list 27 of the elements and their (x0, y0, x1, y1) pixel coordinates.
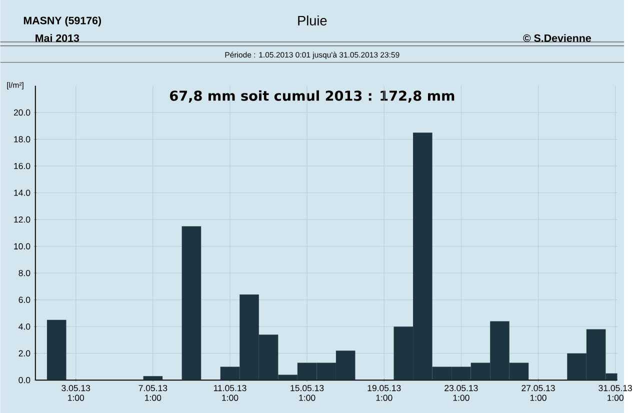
text: Mai 2013 (36, 34, 80, 42)
chart-title: Pluie (298, 15, 327, 26)
y-tick-label: 6.0 (18, 296, 30, 303)
y-tick-label: 12.0 (14, 216, 30, 223)
x-tick-label: 27.05.13 1:00 (522, 384, 555, 401)
text: © S.Devienne (523, 34, 591, 42)
annotation: 67,8 mm soit cumul 2013 : 172,8 mm (170, 90, 454, 103)
y-tick-label: 16.0 (14, 162, 30, 170)
y-tick-label: 4.0 (18, 323, 30, 330)
text: MASNY (59176) (24, 16, 102, 26)
y-tick-label: 18.0 (14, 136, 30, 142)
y-tick-label: 20.0 (14, 109, 30, 116)
y-tick-label: 8.0 (18, 270, 30, 276)
y-tick-label: 10.0 (14, 243, 30, 250)
y-tick-label: 0.0 (18, 376, 30, 384)
x-tick-label: 3.05.13 1:00 (62, 384, 90, 401)
x-tick-label: 15.05.13 1:00 (290, 384, 324, 401)
x-tick-label: 23.05.13 1:00 (444, 384, 478, 401)
bar (143, 376, 163, 380)
y-tick-label: 2.0 (18, 350, 30, 356)
x-tick-label: 11.05.13 1:00 (214, 384, 246, 401)
bar (46, 320, 66, 380)
x-tick-label: 7.05.13 1:00 (138, 384, 168, 401)
bar (182, 226, 202, 380)
x-tick-label: 19.05.13 1:00 (368, 384, 401, 401)
x-tick-label: 31.05.13 1:00 (598, 384, 632, 401)
y-tick-label: 14.0 (14, 190, 30, 196)
